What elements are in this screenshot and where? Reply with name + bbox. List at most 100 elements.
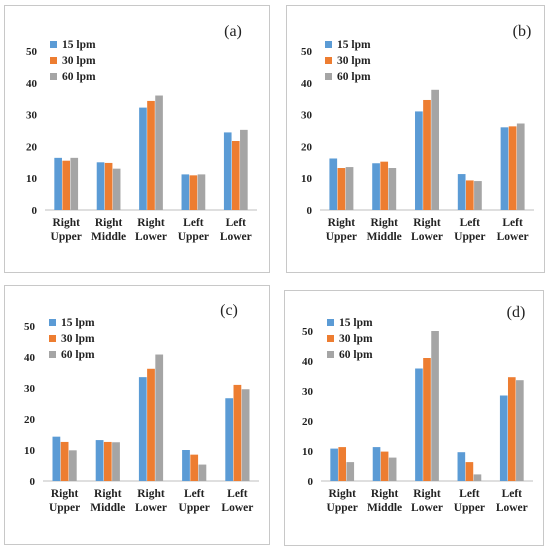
legend-swatch xyxy=(50,57,57,64)
x-tick-label: Right xyxy=(94,488,122,500)
y-tick-label: 50 xyxy=(302,326,314,338)
legend-swatch xyxy=(327,351,334,358)
y-tick-label: 0 xyxy=(308,476,314,488)
x-tick-label: Upper xyxy=(454,502,485,514)
y-tick-label: 10 xyxy=(301,173,313,185)
y-tick-label: 10 xyxy=(302,446,314,458)
bar-30-lpm-left-lower xyxy=(231,140,240,210)
bar-30-lpm-left-upper xyxy=(465,180,474,210)
bar-30-lpm-right-lower xyxy=(147,368,155,481)
x-tick-label: Lower xyxy=(135,231,167,243)
x-tick-label: Middle xyxy=(367,502,402,514)
y-tick-label: 20 xyxy=(302,416,314,428)
bar-60-lpm-left-lower xyxy=(240,129,248,210)
x-tick-label: Middle xyxy=(367,231,402,243)
bar-30-lpm-left-lower xyxy=(508,126,517,210)
legend-swatch xyxy=(325,41,332,48)
bar-30-lpm-right-upper xyxy=(337,168,346,210)
bar-15-lpm-left-lower xyxy=(225,398,234,481)
legend-swatch xyxy=(49,351,56,358)
legend-label: 30 lpm xyxy=(339,333,373,345)
bar-30-lpm-right-middle xyxy=(380,161,389,210)
panel-label: (b) xyxy=(513,23,532,40)
x-tick-label: Lower xyxy=(411,231,443,243)
y-tick-label: 40 xyxy=(302,356,314,368)
x-tick-label: Left xyxy=(502,217,523,229)
bar-15-lpm-right-upper xyxy=(330,448,338,481)
y-tick-label: 30 xyxy=(26,110,38,122)
bar-60-lpm-left-upper xyxy=(197,174,206,210)
x-tick-label: Lower xyxy=(497,231,529,243)
bar-15-lpm-left-lower xyxy=(500,127,509,210)
bar-15-lpm-left-upper xyxy=(457,452,466,481)
legend-swatch xyxy=(49,319,56,326)
x-tick-label: Right xyxy=(328,217,356,229)
bar-30-lpm-right-upper xyxy=(338,447,347,481)
x-tick-label: Middle xyxy=(90,502,125,514)
panel-label: (d) xyxy=(507,304,526,321)
y-tick-label: 40 xyxy=(24,352,36,364)
bar-30-lpm-left-lower xyxy=(507,377,516,481)
x-tick-label: Lower xyxy=(411,502,443,514)
panel-label: (a) xyxy=(224,23,242,40)
x-tick-label: Right xyxy=(328,488,356,500)
bar-15-lpm-right-lower xyxy=(415,368,423,481)
x-tick-label: Upper xyxy=(454,231,485,243)
bar-60-lpm-right-upper xyxy=(346,462,355,481)
x-tick-label: Upper xyxy=(327,502,358,514)
legend-label: 60 lpm xyxy=(62,71,96,83)
bar-30-lpm-right-upper xyxy=(60,441,69,481)
bar-30-lpm-right-upper xyxy=(62,160,71,210)
legend-label: 15 lpm xyxy=(337,39,371,51)
chart-panel-a: 0 10 20 30 40 50 Right Upper Right Middle Right Low… xyxy=(4,5,270,273)
bar-30-lpm-right-lower xyxy=(423,358,431,481)
y-tick-label: 20 xyxy=(301,141,313,153)
chart-svg-a: 0 10 20 30 40 50 Right Upper Right Middle Right Low… xyxy=(26,23,257,243)
x-tick-label: Left xyxy=(459,488,480,500)
y-tick-label: 0 xyxy=(30,476,36,488)
bar-60-lpm-right-upper xyxy=(68,450,77,481)
x-tick-label: Right xyxy=(137,217,165,229)
bar-15-lpm-right-middle xyxy=(372,447,381,481)
bar-30-lpm-right-lower xyxy=(423,99,431,210)
x-tick-label: Right xyxy=(95,217,123,229)
x-tick-label: Lower xyxy=(220,231,252,243)
bar-60-lpm-left-upper xyxy=(198,464,207,481)
legend-swatch xyxy=(327,335,334,342)
bar-15-lpm-right-upper xyxy=(52,436,61,481)
bar-15-lpm-left-upper xyxy=(181,174,190,210)
bar-15-lpm-left-lower xyxy=(223,132,232,210)
x-tick-label: Left xyxy=(226,217,247,229)
bar-60-lpm-right-middle xyxy=(112,442,120,481)
bar-60-lpm-left-lower xyxy=(241,389,250,481)
chart-svg-d: 0 10 20 30 40 50 Right Upper Right Middle Right Low… xyxy=(302,304,533,514)
legend-label: 60 lpm xyxy=(339,349,373,361)
legend-swatch xyxy=(49,335,56,342)
y-tick-label: 20 xyxy=(26,141,38,153)
x-tick-label: Lower xyxy=(496,502,528,514)
chart-svg-b: 0 10 20 30 40 50 Right Upper Right Middle Right Low… xyxy=(301,23,534,243)
y-tick-label: 30 xyxy=(301,110,313,122)
x-tick-label: Right xyxy=(51,488,79,500)
bar-15-lpm-left-upper xyxy=(457,174,466,210)
bar-15-lpm-right-upper xyxy=(54,157,62,210)
legend-label: 60 lpm xyxy=(337,71,371,83)
chart-svg-c: 0 10 20 30 40 50 Right Upper Right Middle Right Low… xyxy=(24,302,259,514)
x-tick-label: Left xyxy=(502,488,523,500)
bar-15-lpm-right-upper xyxy=(329,158,338,210)
bar-60-lpm-right-upper xyxy=(345,167,354,210)
x-tick-label: Right xyxy=(413,488,441,500)
bar-60-lpm-left-lower xyxy=(516,380,524,481)
x-tick-label: Right xyxy=(413,217,441,229)
bar-15-lpm-left-lower xyxy=(499,395,508,481)
x-tick-label: Upper xyxy=(49,502,80,514)
bar-30-lpm-left-lower xyxy=(233,384,242,481)
bar-15-lpm-right-middle xyxy=(372,163,380,210)
bar-60-lpm-right-lower xyxy=(431,331,439,481)
legend-label: 60 lpm xyxy=(61,349,95,361)
bar-60-lpm-right-middle xyxy=(112,168,121,210)
x-tick-label: Lower xyxy=(135,502,167,514)
bar-60-lpm-right-upper xyxy=(70,157,79,210)
bar-15-lpm-right-lower xyxy=(415,111,423,210)
x-tick-label: Right xyxy=(371,488,399,500)
